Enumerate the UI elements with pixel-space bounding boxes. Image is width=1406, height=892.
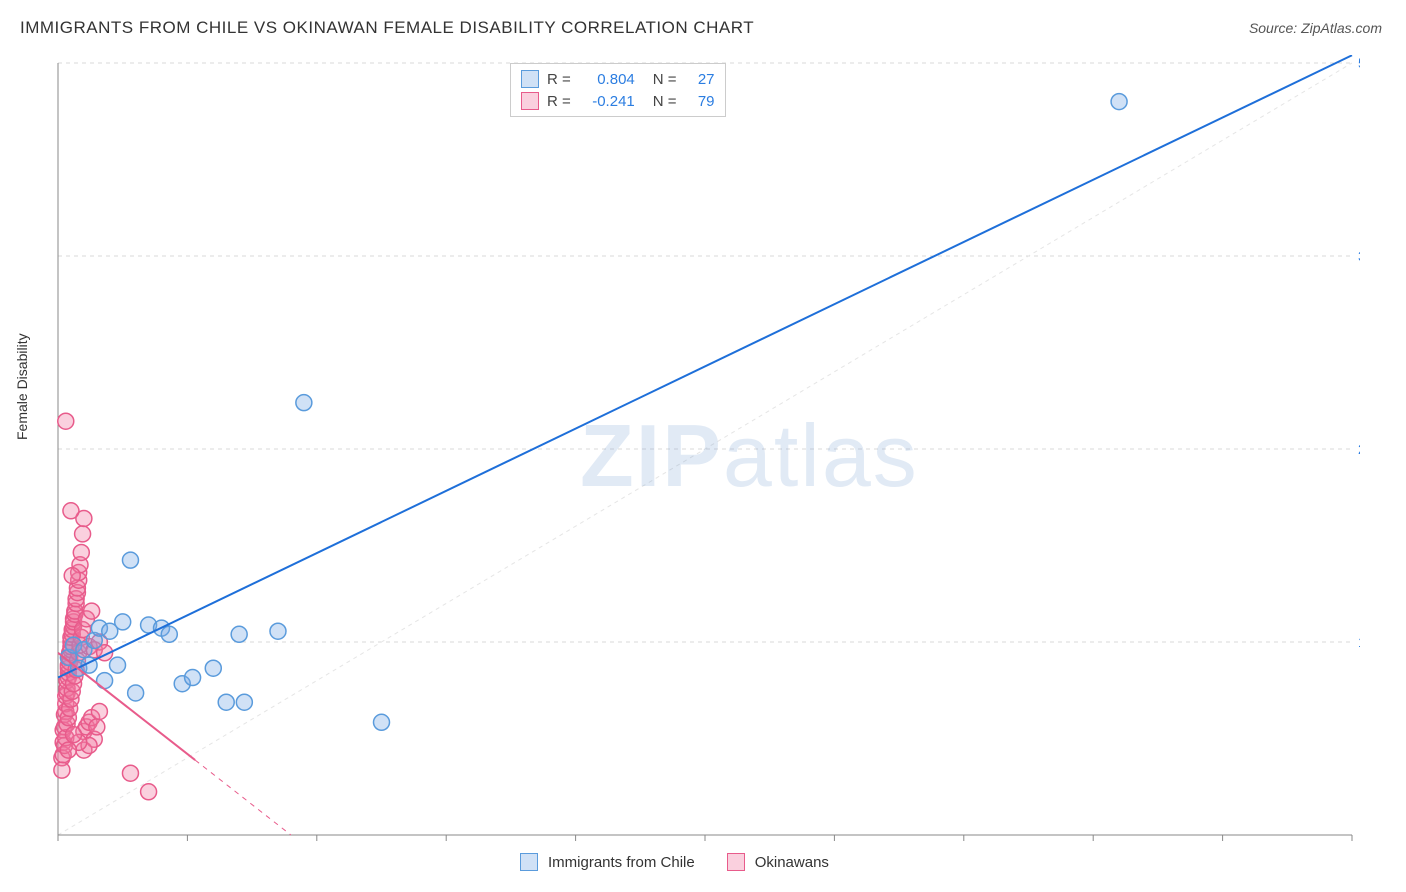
legend-n-label: N =	[653, 71, 677, 88]
scatter-chart-svg: 12.5% 25.0% 37.5% 50.0% 0.0% 50.0%	[50, 55, 1360, 845]
chart-area: 12.5%25.0%37.5%50.0%0.0%50.0% ZIPatlas R…	[50, 55, 1360, 845]
legend-r-value: 0.804	[579, 71, 635, 88]
legend-n-value: 27	[685, 71, 715, 88]
legend-n-value: 79	[685, 93, 715, 110]
legend-r-value: -0.241	[579, 93, 635, 110]
svg-text:12.5%: 12.5%	[1358, 634, 1360, 650]
legend-n-label: N =	[653, 93, 677, 110]
legend-correlation-row: R = -0.241 N = 79	[521, 90, 715, 112]
series-swatch	[520, 853, 538, 871]
svg-text:50.0%: 50.0%	[1318, 844, 1358, 845]
y-axis-label: Female Disability	[14, 333, 30, 440]
legend-swatch	[521, 70, 539, 88]
svg-text:25.0%: 25.0%	[1358, 441, 1360, 457]
legend-r-label: R =	[547, 71, 571, 88]
series-swatch	[727, 853, 745, 871]
svg-text:0.0%: 0.0%	[54, 844, 86, 845]
chart-title: IMMIGRANTS FROM CHILE VS OKINAWAN FEMALE…	[20, 18, 754, 38]
series-legend: Immigrants from Chile Okinawans	[520, 853, 851, 871]
legend-r-label: R =	[547, 93, 571, 110]
source-attribution: Source: ZipAtlas.com	[1249, 20, 1382, 36]
legend-correlation-row: R = 0.804 N = 27	[521, 68, 715, 90]
svg-text:37.5%: 37.5%	[1358, 248, 1360, 264]
correlation-legend: R = 0.804 N = 27 R = -0.241 N = 79	[510, 63, 726, 117]
legend-swatch	[521, 92, 539, 110]
svg-text:50.0%: 50.0%	[1358, 55, 1360, 71]
series-label: Okinawans	[755, 854, 829, 871]
series-label: Immigrants from Chile	[548, 854, 695, 871]
